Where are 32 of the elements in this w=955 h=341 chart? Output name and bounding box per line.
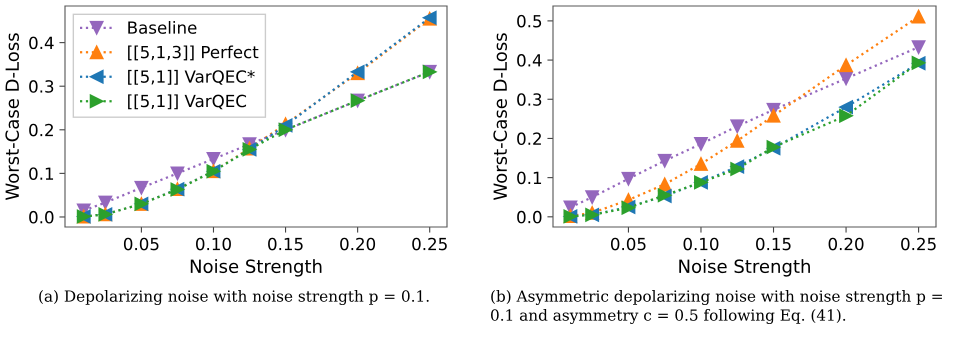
x-axis-title: Noise Strength [190,259,322,277]
y-tick-label: 0.3 [29,80,54,93]
x-tick-label: 0.20 [340,238,376,250]
x-tick-label: 0.05 [124,238,158,250]
legend-label: [[5,1,3]] Perfect [128,45,258,60]
text: (a) Depolarizing noise with noise strength p = 0.1. [39,290,429,306]
y-tick-label: 0.5 [517,14,542,28]
x-tick-label: 0.20 [828,238,864,250]
y-tick-label: 0.4 [517,54,542,67]
x-tick-label: 0.25 [412,238,447,250]
x-tick-label: 0.15 [756,238,791,250]
y-tick-label: 0.3 [517,93,542,106]
y-tick-label: 0.4 [29,36,54,50]
x-axis-title: Noise Strength [679,259,810,277]
y-tick-label: 0.0 [517,210,542,224]
y-tick-label: 0.2 [29,124,53,136]
legend-label: [[5,1]] VarQEC* [128,70,255,85]
legend-label: Baseline [128,21,196,34]
x-tick-label: 0.05 [610,238,646,250]
y-tick-label: 0.1 [517,172,542,184]
y-axis-title: Worst-Case D-Loss [5,33,20,200]
y-tick-label: 0.2 [517,132,541,146]
text: (b) Asymmetric depolarizing noise with noise strength p = [491,290,942,306]
text: 0.1 and asymmetry c = 0.5 following Eq. (41). [491,309,846,324]
y-tick-label: 0.0 [29,210,54,224]
x-tick-label: 0.15 [268,238,303,250]
y-tick-label: 0.1 [29,167,54,180]
legend-label: [[5,1]] VarQEC [128,94,246,110]
y-axis-title: Worst-Case D-Loss [493,33,508,200]
x-tick-label: 0.10 [196,238,231,250]
x-tick-label: 0.25 [901,238,936,250]
x-tick-label: 0.10 [684,238,718,250]
